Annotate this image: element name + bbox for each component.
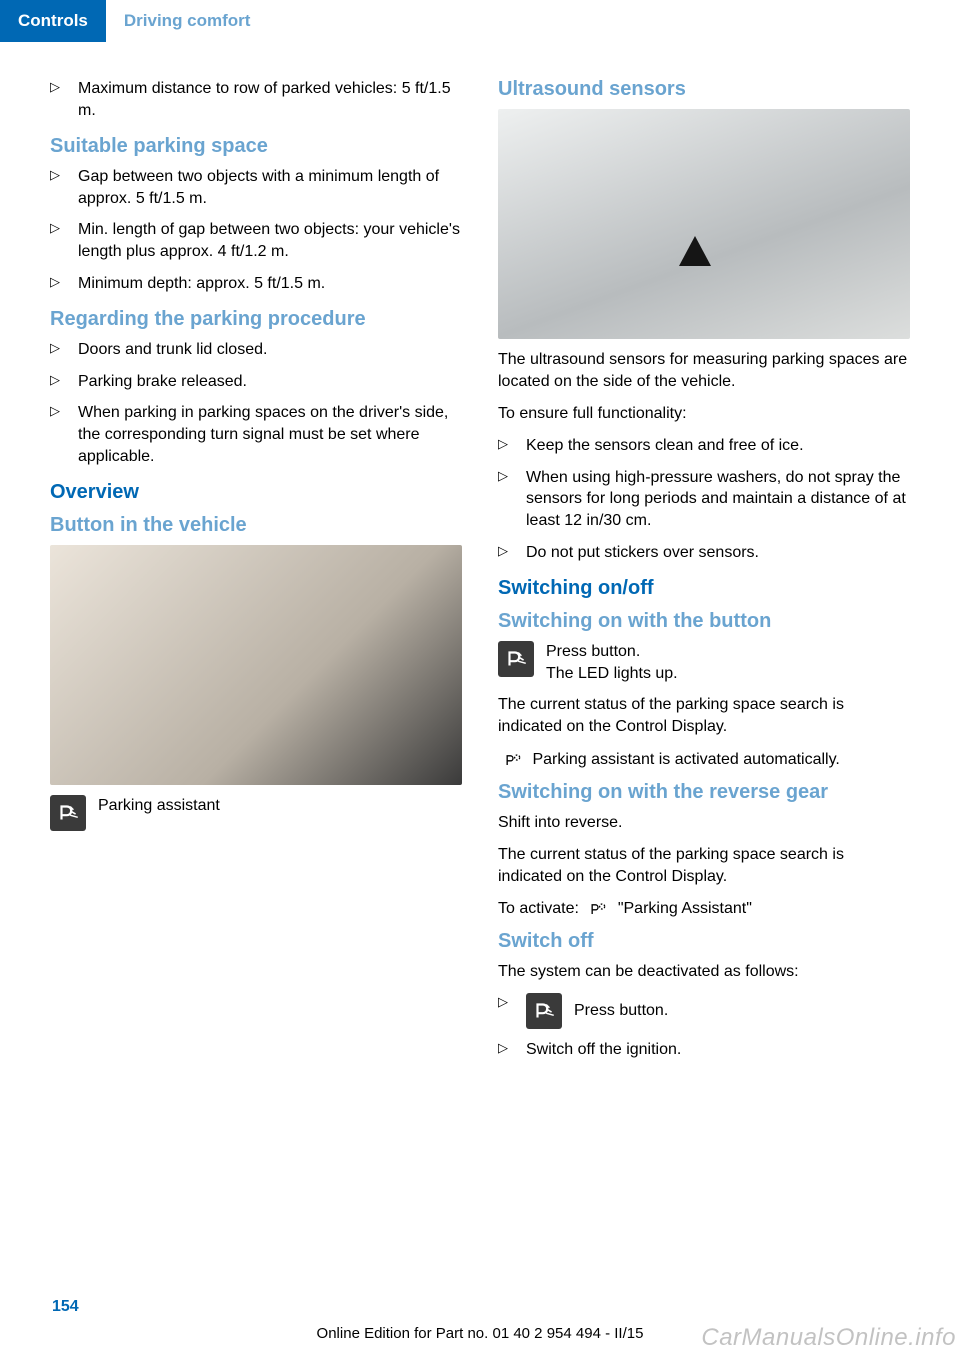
heading-button-in-vehicle: Button in the vehicle [50,514,462,537]
ultrasound-sensor-image [498,109,910,339]
watermark: CarManualsOnline.info [701,1324,956,1352]
parking-assistant-row: Parking assistant [50,795,462,831]
right-column: Ultrasound sensors The ultrasound sensor… [498,78,910,1075]
status-text-1: The current status of the parking space … [498,694,910,738]
ultrasound-desc-1: The ultrasound sensors for measuring par… [498,349,910,393]
press-button-text-block: Press button. The LED lights up. [546,641,678,684]
press-button-text: Press button. [546,641,678,663]
page-number: 154 [52,1298,79,1316]
press-button-text-2: Press button. [574,993,668,1022]
heading-switch-reverse: Switching on with the reverse gear [498,781,910,804]
list-item: Do not put stickers over sensors. [498,542,910,564]
parking-assist-icon [50,795,86,831]
list-item: Doors and trunk lid closed. [50,339,462,361]
heading-switch-off: Switch off [498,930,910,953]
list-item: When parking in parking spaces on the dr… [50,402,462,467]
arrow-up-icon [679,236,711,266]
shift-reverse-text: Shift into reverse. [498,812,910,834]
heading-switching-on-off: Switching on/off [498,577,910,600]
list-item: Gap between two objects with a minimum l… [50,166,462,209]
status-text-2: The current status of the parking space … [498,844,910,888]
list-item: When using high-pressure washers, do not… [498,467,910,532]
ultrasound-desc-2: To ensure full functionality: [498,403,910,425]
list-item: Press button. [498,993,910,1029]
intro-bullet-list: Maximum distance to row of parked vehicl… [50,78,462,121]
heading-regarding-parking: Regarding the parking procedure [50,308,462,331]
parking-assistant-label: Parking assistant [98,795,220,817]
to-activate-row: To activate: "Parking Assistant" [498,898,910,920]
heading-ultrasound-sensors: Ultrasound sensors [498,78,910,101]
list-item: Keep the sensors clean and free of ice. [498,435,910,457]
list-item: Min. length of gap between two objects: … [50,219,462,262]
heading-overview: Overview [50,481,462,504]
auto-activated-text: Parking assistant is activated automatic… [532,751,839,768]
to-activate-quote: "Parking Assistant" [618,900,752,917]
parking-status-icon [587,898,609,920]
content-columns: Maximum distance to row of parked vehicl… [0,42,960,1075]
tab-controls: Controls [0,0,106,42]
list-item: Minimum depth: approx. 5 ft/1.5 m. [50,273,462,295]
regarding-bullet-list: Doors and trunk lid closed. Parking brak… [50,339,462,467]
list-item: Switch off the ignition. [498,1039,910,1061]
parking-assist-icon [526,993,562,1029]
header-tabs: Controls Driving comfort [0,0,960,42]
vehicle-button-image [50,545,462,785]
press-button-row: Press button. The LED lights up. [498,641,910,684]
parking-status-icon [502,749,524,771]
led-lights-text: The LED lights up. [546,663,678,685]
switch-off-list: Press button. Switch off the ignition. [498,993,910,1061]
heading-suitable-parking-space: Suitable parking space [50,135,462,158]
auto-activated-row: Parking assistant is activated automatic… [498,749,910,771]
switch-off-intro: The system can be deactivated as follows… [498,961,910,983]
tab-driving-comfort: Driving comfort [106,0,269,42]
heading-switch-on-button: Switching on with the button [498,610,910,633]
to-activate-pre: To activate: [498,900,583,917]
left-column: Maximum distance to row of parked vehicl… [50,78,462,1075]
parking-assist-icon [498,641,534,677]
ultrasound-bullet-list: Keep the sensors clean and free of ice. … [498,435,910,563]
list-item: Parking brake released. [50,371,462,393]
suitable-bullet-list: Gap between two objects with a minimum l… [50,166,462,294]
list-item: Maximum distance to row of parked vehicl… [50,78,462,121]
